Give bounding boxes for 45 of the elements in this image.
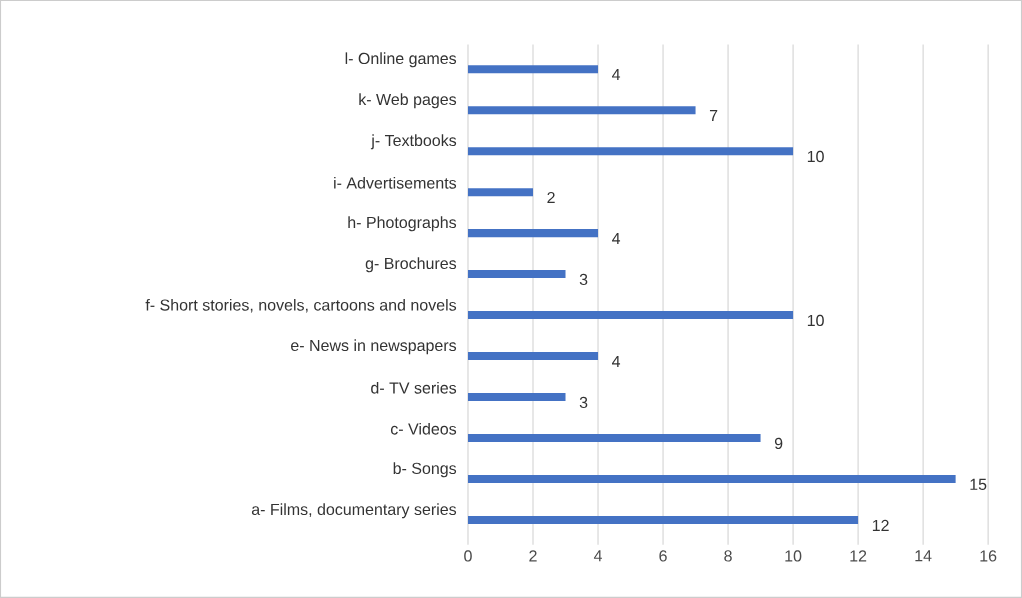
y-tick-label: d- TV series [371,381,457,394]
data-label: 3 [579,273,588,286]
x-tick-label: 16 [980,550,997,562]
bar [467,516,859,525]
data-label: 4 [612,69,621,81]
bar [467,106,696,115]
y-tick-label: a- Films, documentary series [251,503,457,519]
data-label: 7 [709,110,718,122]
bar [467,188,534,197]
data-label: 10 [807,314,824,327]
data-label: 4 [612,233,621,245]
data-label: 10 [807,150,824,163]
bar [467,475,956,484]
data-label: 15 [970,478,987,491]
data-label: 9 [774,437,783,450]
bar [467,352,599,361]
bar [467,311,794,320]
bar [467,65,599,74]
x-tick-label: 10 [785,550,802,562]
x-tick-label: 6 [659,550,667,562]
data-label: 2 [547,191,555,204]
y-tick-label: f- Short stories, novels, cartoons and novels [145,299,457,313]
y-tick-label: g- Brochures [365,257,457,273]
data-label: 12 [872,519,889,532]
x-tick-label: 14 [915,550,932,562]
data-label: 4 [612,355,621,367]
bar [467,147,794,156]
y-tick-label: c- Videos [390,422,457,435]
x-tick-label: 0 [464,550,472,562]
y-tick-label: j- Textbooks [370,134,457,150]
y-tick-label: h- Photographs [348,216,457,232]
data-label: 3 [579,396,588,409]
bar [467,393,566,402]
bar [467,229,599,238]
x-tick-label: 4 [593,550,602,562]
bar [467,270,566,279]
x-tick-label: 8 [724,550,732,562]
x-tick-label: 2 [529,550,537,562]
y-tick-label: k- Web pages [359,93,457,109]
x-tick-label: 12 [850,550,867,562]
y-tick-label: b- Songs [393,462,457,478]
y-tick-label: i- Advertisements [334,176,457,189]
y-tick-label: e- News in newspapers [291,339,457,355]
y-tick-label: l- Online games [345,52,457,68]
bar [467,434,761,443]
